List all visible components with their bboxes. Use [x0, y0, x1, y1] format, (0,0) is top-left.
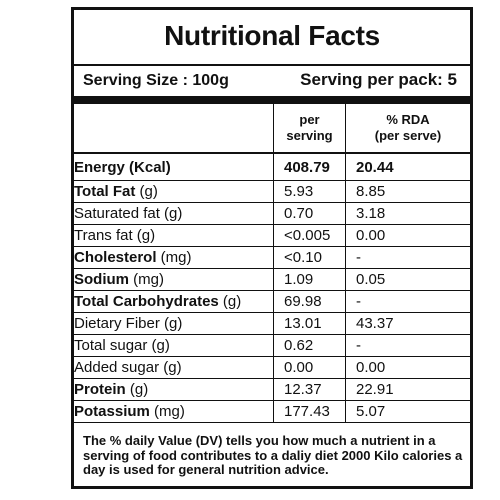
per-serving-value: 0.00 — [273, 356, 346, 379]
nutrient-name: Added sugar (g) — [74, 356, 274, 379]
table-row: Dietary Fiber (g) 13.01 43.37 — [74, 312, 470, 335]
per-serving-value: 0.70 — [273, 202, 346, 225]
rda-value: 0.00 — [345, 224, 470, 247]
table-row: Sodium (mg) 1.09 0.05 — [74, 268, 470, 291]
serving-per-pack: Serving per pack: 5 — [300, 70, 457, 89]
header-rda: % RDA (per serve) — [345, 104, 470, 154]
nutrient-name: Trans fat (g) — [74, 224, 274, 247]
table-row: Saturated fat (g) 0.70 3.18 — [74, 202, 470, 225]
rda-value: 8.85 — [345, 180, 470, 203]
rda-value: - — [345, 290, 470, 313]
per-serving-value: 177.43 — [273, 400, 346, 423]
header-rda-line2: (per serve) — [374, 128, 442, 143]
footnote: The % daily Value (DV) tells you how muc… — [83, 433, 463, 477]
nutrition-label: Nutritional Facts Serving Size : 100g Se… — [71, 7, 473, 489]
energy-label: Energy (Kcal) — [74, 152, 274, 181]
nutrient-name: Sodium (mg) — [74, 268, 274, 291]
divider — [74, 64, 470, 66]
header-rda-line1: % RDA — [386, 112, 430, 127]
rda-value: 0.05 — [345, 268, 470, 291]
rda-value: - — [345, 246, 470, 269]
per-serving-value: <0.10 — [273, 246, 346, 269]
nutrient-name: Potassium (mg) — [74, 400, 274, 423]
nutrient-name: Protein (g) — [74, 378, 274, 401]
rda-value: 5.07 — [345, 400, 470, 423]
serving-size: Serving Size : 100g — [83, 72, 229, 89]
header-per-serving-line2: serving — [286, 128, 333, 143]
nutrient-name: Dietary Fiber (g) — [74, 312, 274, 335]
rda-value: - — [345, 334, 470, 357]
rda-value: 43.37 — [345, 312, 470, 335]
nutrient-name: Total Fat (g) — [74, 180, 274, 203]
table-row: Trans fat (g) <0.005 0.00 — [74, 224, 470, 247]
table-row: Total Carbohydrates (g) 69.98 - — [74, 290, 470, 313]
nutrient-name: Saturated fat (g) — [74, 202, 274, 225]
nutrient-name: Total Carbohydrates (g) — [74, 290, 274, 313]
per-serving-value: 5.93 — [273, 180, 346, 203]
thick-divider — [74, 96, 470, 104]
nutrition-table: per serving % RDA (per serve) Energy (Kc… — [74, 104, 470, 423]
per-serving-value: 69.98 — [273, 290, 346, 313]
header-per-serving-line1: per — [299, 112, 320, 127]
table-row: Protein (g) 12.37 22.91 — [74, 378, 470, 401]
header-blank-cell — [74, 104, 274, 154]
per-serving-value: 0.62 — [273, 334, 346, 357]
table-row: Potassium (mg) 177.43 5.07 — [74, 400, 470, 423]
table-row: Total Fat (g) 5.93 8.85 — [74, 180, 470, 203]
table-row: Added sugar (g) 0.00 0.00 — [74, 356, 470, 379]
label-title: Nutritional Facts — [164, 20, 380, 51]
rda-value: 22.91 — [345, 378, 470, 401]
energy-row: Energy (Kcal) 408.79 20.44 — [74, 152, 470, 181]
rda-value: 3.18 — [345, 202, 470, 225]
per-serving-value: <0.005 — [273, 224, 346, 247]
energy-per-serving: 408.79 — [273, 152, 346, 181]
per-serving-value: 12.37 — [273, 378, 346, 401]
table-row: Total sugar (g) 0.62 - — [74, 334, 470, 357]
rda-value: 0.00 — [345, 356, 470, 379]
nutrient-name: Total sugar (g) — [74, 334, 274, 357]
per-serving-value: 1.09 — [273, 268, 346, 291]
header-per-serving: per serving — [273, 104, 346, 154]
per-serving-value: 13.01 — [273, 312, 346, 335]
nutrient-name: Cholesterol (mg) — [74, 246, 274, 269]
table-header-row: per serving % RDA (per serve) — [74, 104, 470, 154]
serving-info: Serving Size : 100g Serving per pack: 5 — [74, 66, 470, 96]
table-row: Cholesterol (mg) <0.10 - — [74, 246, 470, 269]
energy-rda: 20.44 — [345, 152, 470, 181]
